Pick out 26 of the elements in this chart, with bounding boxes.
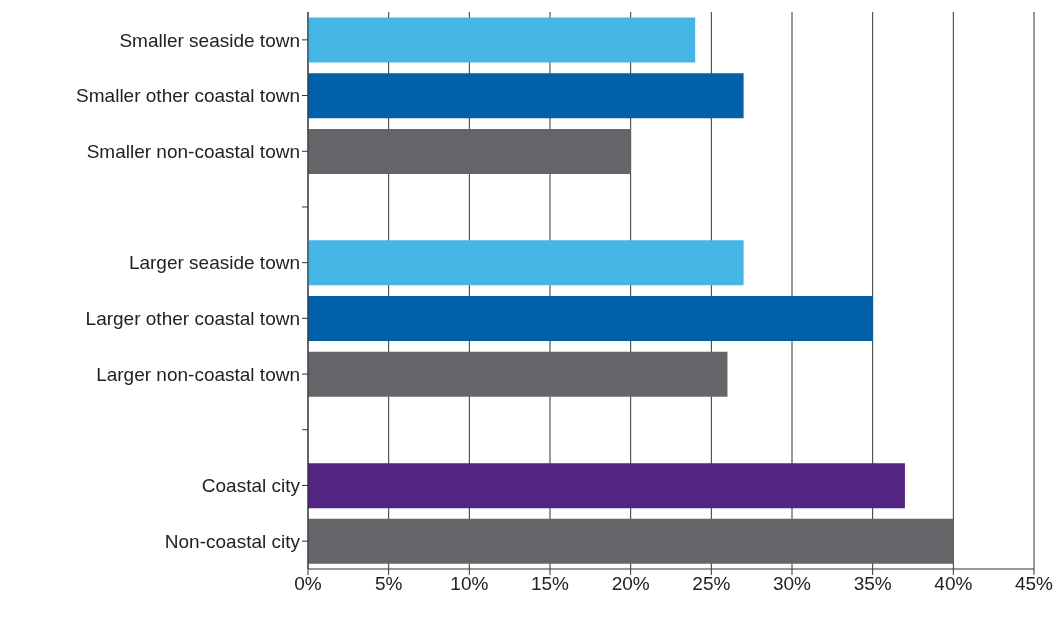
bar xyxy=(308,351,728,397)
x-tick-label: 45% xyxy=(1014,573,1054,595)
x-tick-label: 35% xyxy=(853,573,892,595)
bar xyxy=(308,73,744,119)
bar xyxy=(308,128,631,174)
y-tick-label: Larger other coastal town xyxy=(85,308,300,330)
x-tick-label: 20% xyxy=(611,573,650,595)
x-tick-label: 0% xyxy=(294,573,322,595)
x-tick-label: 5% xyxy=(374,573,403,595)
x-tick-label: 10% xyxy=(450,573,489,595)
x-tick-label: 40% xyxy=(934,573,973,595)
y-tick-label: Larger seaside town xyxy=(128,252,300,274)
x-tick-label: 30% xyxy=(772,573,812,595)
y-tick-label: Coastal city xyxy=(201,475,301,497)
y-tick-label: Smaller non-coastal town xyxy=(86,140,300,162)
bar xyxy=(308,296,873,342)
bar xyxy=(308,17,696,63)
bar xyxy=(308,463,905,509)
y-tick-label: Larger non-coastal town xyxy=(96,363,300,385)
bar xyxy=(308,240,744,286)
y-tick-label: Smaller seaside town xyxy=(119,29,300,51)
x-tick-label: 25% xyxy=(692,573,731,595)
y-tick-label: Smaller other coastal town xyxy=(76,85,300,107)
x-tick-label: 15% xyxy=(530,573,570,595)
bar xyxy=(308,518,954,564)
y-tick-label: Non-coastal city xyxy=(164,530,301,552)
